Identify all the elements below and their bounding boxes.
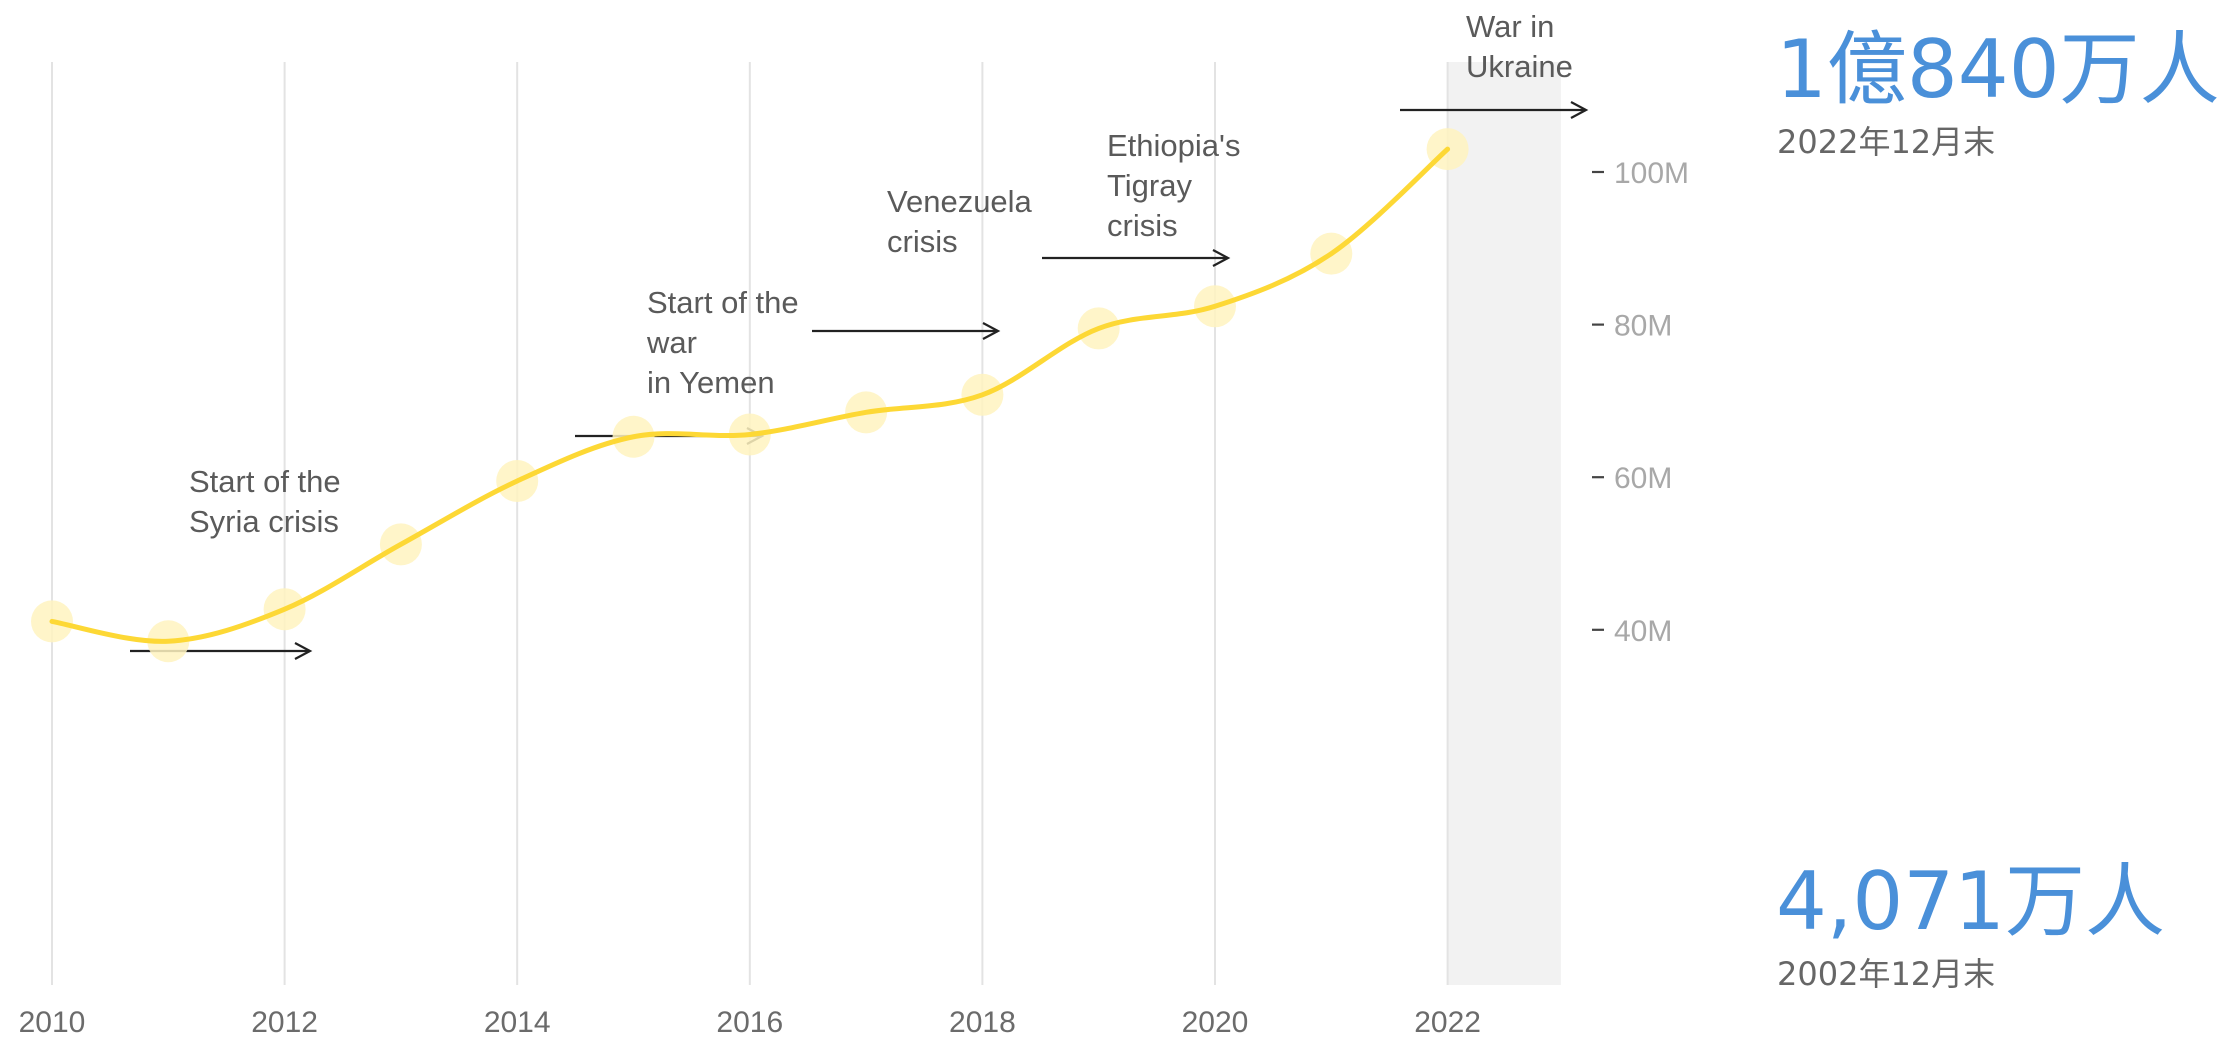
event-annotation: Venezuela crisis bbox=[887, 184, 1033, 259]
x-tick-label: 2014 bbox=[484, 1006, 551, 1038]
start-value-callout: 4,071万人 bbox=[1776, 855, 2166, 948]
peak-date-label: 2022年12月末 bbox=[1777, 123, 1996, 161]
x-tick-label: 2010 bbox=[19, 1006, 86, 1038]
y-tick-label: 40M bbox=[1614, 615, 1672, 648]
y-tick-label: 80M bbox=[1614, 310, 1672, 343]
peak-value-callout: 1億840万人 bbox=[1776, 23, 2220, 116]
x-tick-label: 2012 bbox=[251, 1006, 318, 1038]
x-tick-label: 2020 bbox=[1182, 1006, 1249, 1038]
series-line bbox=[49, 146, 1451, 644]
event-annotation: Ethiopia's Tigray crisis bbox=[1107, 128, 1240, 243]
x-tick-label: 2022 bbox=[1414, 1006, 1481, 1038]
start-date-label: 2002年12月末 bbox=[1777, 955, 1996, 993]
y-tick-label: 60M bbox=[1614, 462, 1672, 495]
event-annotation: War in Ukraine bbox=[1466, 9, 1573, 84]
x-tick-label: 2016 bbox=[716, 1006, 783, 1038]
x-tick-label: 2018 bbox=[949, 1006, 1016, 1038]
event-annotation: Start of the war in Yemen bbox=[646, 285, 799, 400]
highlight-region bbox=[1447, 62, 1561, 985]
event-annotation: Start of the Syria crisis bbox=[189, 464, 341, 539]
y-tick-label: 100M bbox=[1614, 157, 1689, 190]
